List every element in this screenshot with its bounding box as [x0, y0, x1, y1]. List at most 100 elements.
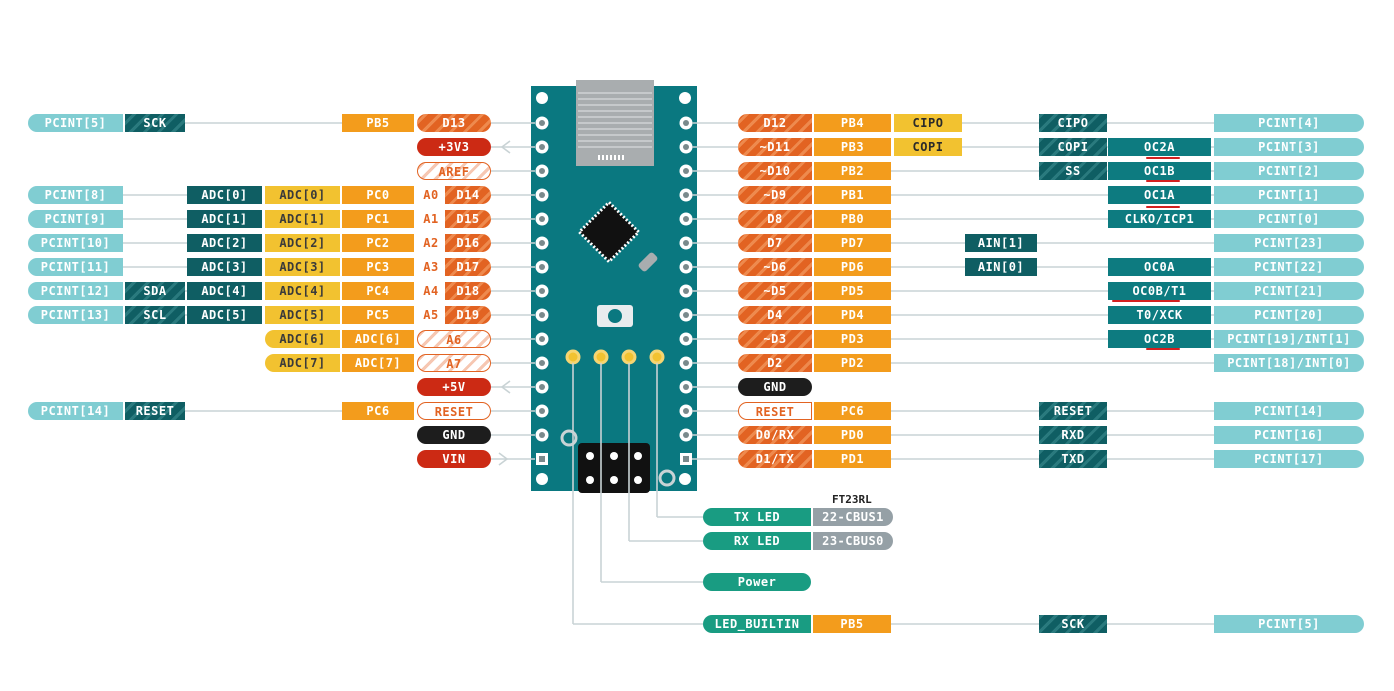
usb-pin	[618, 155, 620, 160]
timer-label: OC2B	[1108, 330, 1211, 348]
header-pin-center	[683, 384, 689, 390]
usb-stripe	[578, 116, 652, 118]
hole-ring	[658, 469, 676, 487]
header-pin-center	[539, 120, 545, 126]
port-label: ADC[6]	[342, 330, 414, 348]
pcint-label: PCINT[20]	[1214, 306, 1364, 324]
power-led-label: Power	[703, 573, 811, 591]
pin-label: D16	[445, 234, 491, 252]
mcu-chip	[577, 200, 641, 264]
alt-function-label: RESET	[1039, 402, 1107, 420]
port-label: PD3	[814, 330, 891, 348]
header-pin-center	[539, 216, 545, 222]
header-pin-center	[539, 360, 545, 366]
port-label: PD6	[814, 258, 891, 276]
alt-function-label: SS	[1039, 162, 1107, 180]
icsp-pin	[610, 476, 618, 484]
pin-label: D4	[738, 306, 812, 324]
pcint-label: PCINT[8]	[28, 186, 123, 204]
pin-label: ~D5	[738, 282, 812, 300]
pcint-label: PCINT[11]	[28, 258, 123, 276]
pcint-label: PCINT[0]	[1214, 210, 1364, 228]
port-label: PC2	[342, 234, 414, 252]
underline-mark	[1112, 300, 1180, 302]
pin-label: ~D9	[738, 186, 812, 204]
alt-function-label: SCL	[125, 306, 185, 324]
header-pin-center	[683, 288, 689, 294]
led	[621, 349, 637, 365]
usb-pin	[622, 155, 624, 160]
underline-mark	[1146, 180, 1180, 182]
led-port-label: PB5	[813, 615, 891, 633]
pin-label: D18	[445, 282, 491, 300]
icsp-header	[578, 443, 650, 493]
header-pin-center	[683, 144, 689, 150]
analog-pin-label: A3	[417, 258, 445, 276]
underline-mark	[1146, 206, 1180, 208]
pin-label: D1/TX	[738, 450, 812, 468]
usb-stripe	[578, 122, 652, 124]
pcint-label: PCINT[17]	[1214, 450, 1364, 468]
pin-label: VIN	[417, 450, 491, 468]
port-label: PD7	[814, 234, 891, 252]
header-pin-center	[683, 240, 689, 246]
header-pin-center	[539, 240, 545, 246]
pin-label: D8	[738, 210, 812, 228]
led-pcint-label: PCINT[5]	[1214, 615, 1364, 633]
usb-stripe	[578, 104, 652, 106]
pin-label: +3V3	[417, 138, 491, 156]
timer-label: OC2A	[1108, 138, 1211, 156]
port-label: PB4	[814, 114, 891, 132]
adc-alt-label: ADC[5]	[265, 306, 340, 324]
pin-label: RESET	[738, 402, 812, 420]
port-label: PD5	[814, 282, 891, 300]
adc-label: ADC[5]	[187, 306, 262, 324]
led-builtin-label: LED_BUILTIN	[703, 615, 811, 633]
pin-label: D0/RX	[738, 426, 812, 444]
header-pin-center	[683, 432, 689, 438]
ft23rl-caption: FT23RL	[832, 493, 872, 506]
pin-label: A7	[417, 354, 491, 372]
mount-hole	[536, 473, 548, 485]
adc-label: ADC[4]	[187, 282, 262, 300]
pcint-label: PCINT[21]	[1214, 282, 1364, 300]
header-pin-square-center	[683, 456, 689, 462]
alt-function-label: COPI	[1039, 138, 1107, 156]
underline-mark	[1146, 157, 1180, 159]
analog-pin-label: A2	[417, 234, 445, 252]
ain-label: AIN[0]	[965, 258, 1037, 276]
pin-label: D19	[445, 306, 491, 324]
analog-pin-label: A1	[417, 210, 445, 228]
crystal	[638, 252, 658, 272]
header-pin-center	[683, 216, 689, 222]
header-pin-center	[539, 144, 545, 150]
mount-hole	[679, 92, 691, 104]
port-label: PB2	[814, 162, 891, 180]
rx-cbus-label: 23-CBUS0	[813, 532, 893, 550]
power-arrow	[498, 452, 509, 466]
pcint-label: PCINT[12]	[28, 282, 123, 300]
header-pin-center	[539, 336, 545, 342]
timer-label: OC1B	[1108, 162, 1211, 180]
header-pin-center	[539, 168, 545, 174]
usb-stripe	[578, 134, 652, 136]
led	[593, 349, 609, 365]
led	[649, 349, 665, 365]
pcint-label: PCINT[1]	[1214, 186, 1364, 204]
timer-label: OC0A	[1108, 258, 1211, 276]
pcint-label: PCINT[5]	[28, 114, 123, 132]
header-pin-center	[539, 384, 545, 390]
pin-label: +5V	[417, 378, 491, 396]
pcint-label: PCINT[14]	[1214, 402, 1364, 420]
header-pin-center	[683, 360, 689, 366]
usb-pin	[614, 155, 616, 160]
port-label: PB3	[814, 138, 891, 156]
header-pin-center	[539, 288, 545, 294]
port-label: PC3	[342, 258, 414, 276]
usb-stripe	[578, 140, 652, 142]
led-alt-label: SCK	[1039, 615, 1107, 633]
port-label: PC4	[342, 282, 414, 300]
header-pin-center	[683, 408, 689, 414]
